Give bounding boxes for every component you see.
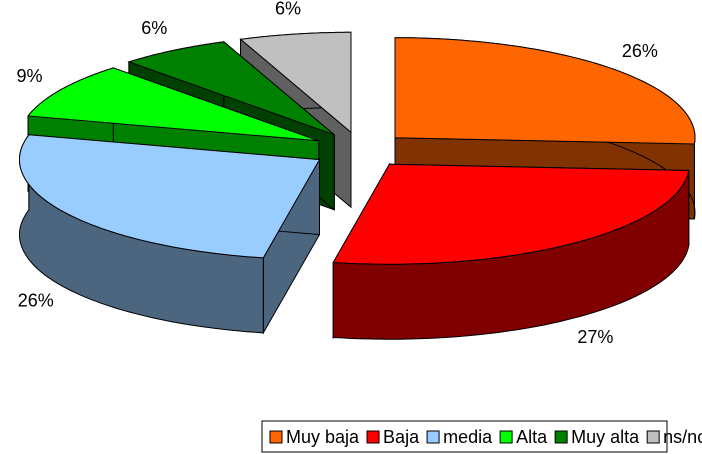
data-label: 6%	[141, 18, 167, 38]
data-labels: 6% 6% 26% 9% 26% 27%	[16, 0, 657, 347]
slice	[239, 31, 352, 134]
legend-label: Baja	[383, 427, 420, 447]
legend-swatch	[646, 430, 660, 444]
data-label: 9%	[16, 66, 42, 86]
slice	[332, 163, 690, 265]
data-label: 26%	[622, 41, 658, 61]
legend-swatch	[554, 430, 568, 444]
data-label: 6%	[275, 0, 301, 18]
data-label: 27%	[577, 327, 613, 347]
legend: Muy baja Baja media Alta Muy alta ns/nc	[269, 427, 702, 447]
legend-label: ns/nc	[663, 427, 702, 447]
legend-label: Muy alta	[571, 427, 640, 447]
pie	[19, 31, 696, 340]
legend-label: Muy baja	[286, 427, 360, 447]
slice	[127, 41, 335, 136]
legend-swatch	[426, 430, 440, 444]
legend-label: Alta	[516, 427, 548, 447]
legend-box	[261, 420, 668, 453]
data-label: 26%	[18, 290, 54, 310]
legend-swatch	[366, 430, 380, 444]
legend-label: media	[443, 427, 493, 447]
slice	[27, 67, 319, 142]
slice	[19, 134, 321, 259]
legend-swatch	[499, 430, 513, 444]
slice	[394, 37, 696, 145]
legend-swatch	[269, 430, 283, 444]
